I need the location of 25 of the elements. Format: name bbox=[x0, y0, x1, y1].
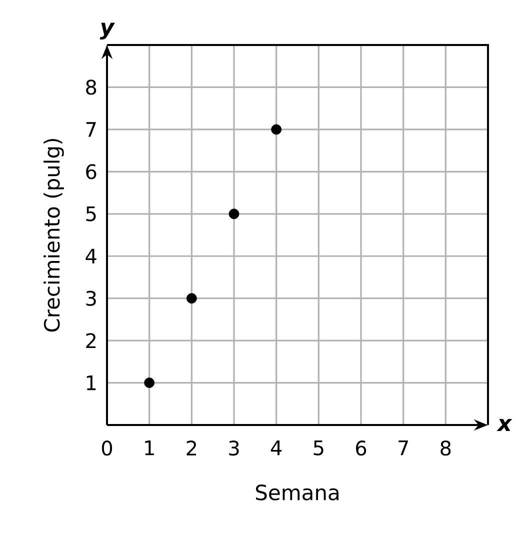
text: y bbox=[100, 22, 115, 40]
x-tick-label: 3 bbox=[229, 440, 239, 456]
x-tick-label: 0 bbox=[102, 440, 112, 456]
x-tick-label: 6 bbox=[356, 440, 366, 456]
y-tick-label: 2 bbox=[86, 333, 96, 348]
y-tick-label: 1 bbox=[86, 375, 96, 390]
x-tick-label: 1 bbox=[145, 440, 154, 456]
point bbox=[186, 293, 197, 304]
point bbox=[144, 378, 155, 388]
point bbox=[271, 124, 282, 135]
point bbox=[228, 208, 240, 220]
text: x bbox=[496, 418, 512, 432]
y-tick-label: 5 bbox=[86, 206, 96, 222]
x-tick-label: 8 bbox=[440, 440, 451, 456]
y-axis-title: Crecimiento (pulg) bbox=[44, 139, 64, 332]
y-tick-label: 4 bbox=[86, 248, 96, 264]
x-tick-label: 7 bbox=[398, 440, 408, 456]
x-axis-title: Semana bbox=[256, 484, 338, 500]
y-tick-label: 7 bbox=[86, 122, 96, 137]
y-tick-label: 3 bbox=[86, 290, 96, 306]
x-tick-label: 4 bbox=[270, 440, 282, 456]
y-tick-label: 8 bbox=[86, 80, 96, 95]
x-tick-label: 5 bbox=[314, 440, 324, 456]
x-tick-label: 2 bbox=[186, 440, 196, 456]
y-tick-label: 6 bbox=[86, 164, 96, 180]
